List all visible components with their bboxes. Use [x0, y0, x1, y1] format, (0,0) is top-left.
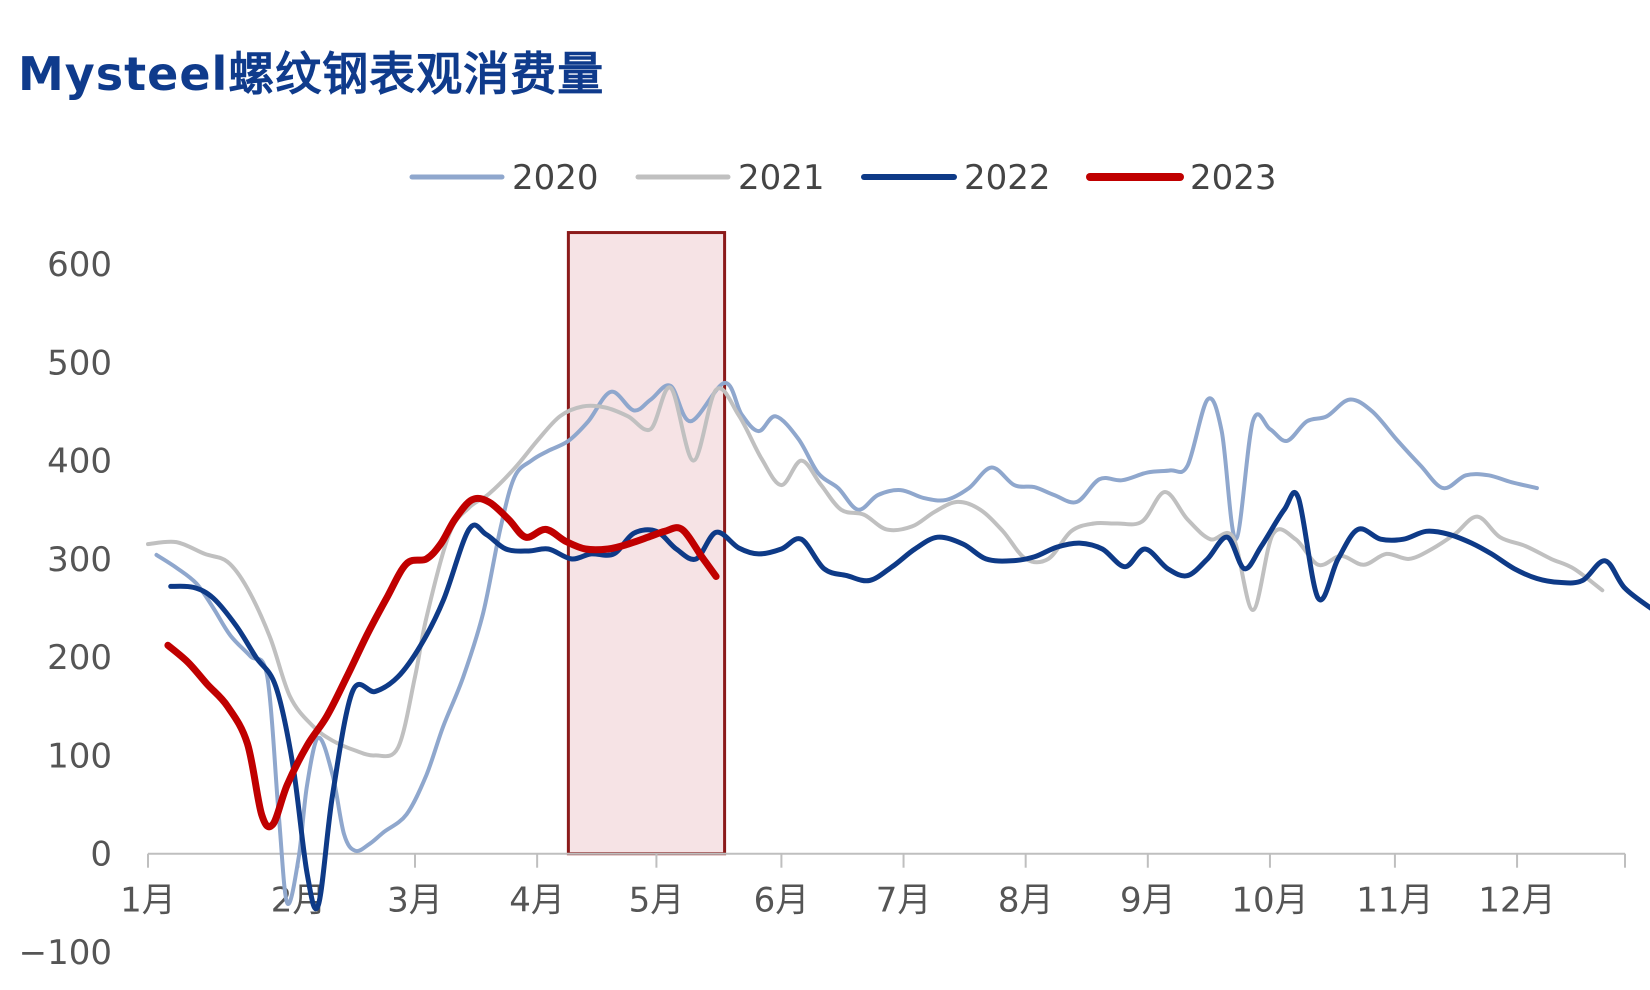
series-line-2021 — [146, 385, 1605, 759]
series-line-2023 — [164, 494, 720, 831]
x-tick-label: 6月 — [754, 881, 810, 921]
x-tick-label: 12月 — [1478, 881, 1555, 921]
legend: 2020 2021 2022 2023 — [409, 158, 1277, 198]
x-tick-label: 5月 — [629, 881, 685, 921]
x-tick-label: 11月 — [1356, 881, 1433, 921]
y-tick-label: 300 — [47, 540, 112, 580]
x-tick-label: 3月 — [387, 881, 443, 921]
y-tick-label: 200 — [47, 638, 112, 678]
x-tick-label: 10月 — [1231, 881, 1308, 921]
y-tick-label: 100 — [47, 736, 112, 776]
x-tick-label: 8月 — [998, 881, 1054, 921]
y-tick-label: −100 — [19, 933, 112, 973]
legend-label-2021: 2021 — [738, 158, 825, 198]
series-layer — [146, 380, 1650, 912]
x-tick-label: 7月 — [876, 881, 932, 921]
x-tick-label: 4月 — [509, 881, 565, 921]
series-line-2022 — [168, 489, 1650, 912]
y-tick-label: 500 — [47, 343, 112, 383]
y-tick-label: 600 — [47, 245, 112, 285]
legend-label-2020: 2020 — [512, 158, 599, 198]
chart-title: Mysteel螺纹钢表观消费量 — [18, 47, 605, 101]
y-tick-label: 0 — [90, 835, 112, 875]
series-line-2020 — [154, 380, 1539, 906]
y-tick-label: 400 — [47, 442, 112, 482]
highlight-box — [566, 231, 727, 856]
x-tick-label: 9月 — [1120, 881, 1176, 921]
legend-label-2022: 2022 — [964, 158, 1051, 198]
legend-label-2023: 2023 — [1190, 158, 1277, 198]
x-tick-label: 1月 — [120, 881, 176, 921]
highlight-layer — [566, 231, 727, 856]
